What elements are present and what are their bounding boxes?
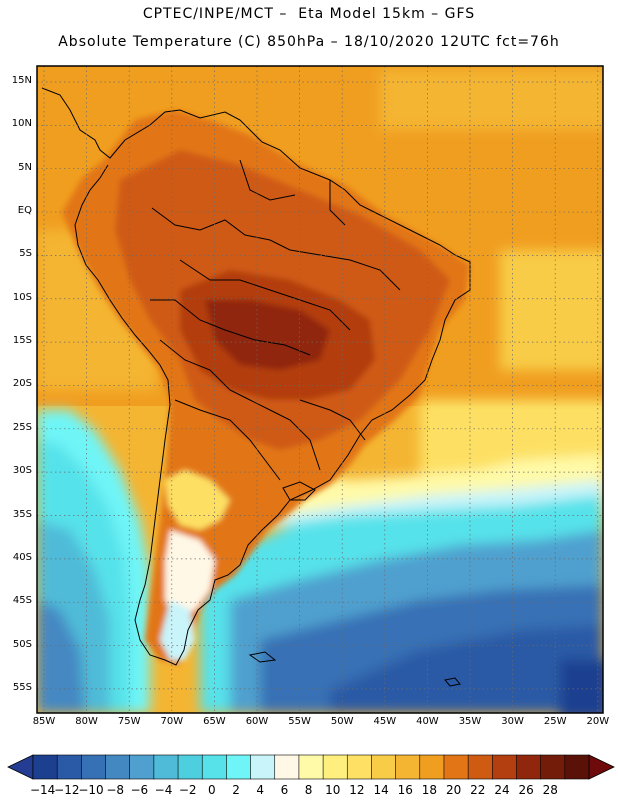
colorbar-swatch <box>153 754 179 780</box>
colorbar-label: −14 <box>29 783 56 797</box>
colorbar-label: 24 <box>494 783 510 797</box>
colorbar-swatch <box>177 754 203 780</box>
lon-label: 40W <box>416 716 439 727</box>
colorbar-swatch <box>564 754 590 780</box>
colorbar-label: 4 <box>256 783 265 797</box>
lat-label: 25S <box>12 421 32 433</box>
colorbar-label: 0 <box>208 783 216 797</box>
colorbar-label: 14 <box>373 783 389 797</box>
lon-label: 25W <box>543 716 567 727</box>
colorbar-label: −6 <box>130 783 149 797</box>
colorbar-label: −12 <box>54 783 80 797</box>
colorbar-label: 18 <box>421 783 438 797</box>
colorbar-label: 20 <box>445 783 462 797</box>
colorbar-label: 16 <box>397 783 413 797</box>
colorbar-label: −10 <box>78 783 104 797</box>
colorbar-swatch <box>298 754 324 780</box>
lat-label: 15S <box>12 335 32 347</box>
colorbar-label: 8 <box>304 783 313 797</box>
lon-label: 20W <box>586 716 610 727</box>
colorbar-swatch <box>540 754 566 780</box>
colorbar-swatch <box>419 754 445 780</box>
lon-label: 85W <box>32 716 56 727</box>
colorbar-over-triangle <box>588 754 615 780</box>
colorbar <box>7 754 615 780</box>
colorbar-swatch <box>81 754 107 780</box>
lat-label: 35S <box>12 508 32 520</box>
colorbar-swatch <box>322 754 348 780</box>
lon-label: 45W <box>373 716 397 727</box>
lon-label: 70W <box>160 716 184 727</box>
colorbar-swatch <box>492 754 518 780</box>
colorbar-label: 12 <box>349 783 365 797</box>
lat-label: EQ <box>17 205 32 217</box>
colorbar-label: 28 <box>542 783 558 797</box>
lon-label: 75W <box>117 716 141 727</box>
colorbar-swatch <box>201 754 227 780</box>
title-line-2: Absolute Temperature (C) 850hPa – 18/10/… <box>58 34 560 50</box>
lat-label: 45S <box>12 595 32 607</box>
colorbar-label: −2 <box>178 783 197 797</box>
lat-label: 10S <box>12 291 32 303</box>
lon-label: 60W <box>245 716 269 727</box>
lon-label: 30W <box>501 716 524 727</box>
colorbar-swatch <box>274 754 300 780</box>
coastlines <box>41 87 471 687</box>
colorbar-label: −4 <box>154 783 173 797</box>
colorbar-swatch <box>32 754 58 780</box>
colorbar-label: 22 <box>470 783 486 797</box>
lat-label: 15N <box>11 75 32 86</box>
lat-label: 20S <box>12 378 32 390</box>
colorbar-swatch <box>516 754 542 780</box>
colorbar-swatch <box>250 754 276 780</box>
title-line-1: CPTEC/INPE/MCT – Eta Model 15km – GFS <box>142 6 476 22</box>
lat-label: 55S <box>12 681 32 693</box>
lon-label: 55W <box>288 716 311 727</box>
colorbar-swatch <box>346 754 373 780</box>
lon-label: 35W <box>458 716 482 727</box>
lat-label: 5S <box>19 248 32 260</box>
colorbar-swatch <box>56 754 82 780</box>
colorbar-label: 26 <box>518 783 534 797</box>
lat-label: 5N <box>18 161 32 173</box>
colorbar-under-triangle <box>7 754 34 780</box>
lon-label: 80W <box>75 716 98 727</box>
lat-label: 50S <box>12 638 32 650</box>
colorbar-swatch <box>395 754 421 780</box>
lat-label: 40S <box>12 551 32 563</box>
lon-label: 50W <box>330 716 354 727</box>
colorbar-swatch <box>467 754 493 780</box>
colorbar-label: 6 <box>280 783 289 797</box>
temperature-field <box>37 66 603 713</box>
colorbar-label: −8 <box>106 783 125 797</box>
lon-label: 65W <box>203 716 226 727</box>
lat-label: 10N <box>11 118 32 130</box>
colorbar-swatch <box>371 754 397 780</box>
lat-label: 30S <box>12 465 32 477</box>
map-frame <box>36 65 604 714</box>
colorbar-label: 2 <box>232 783 240 797</box>
colorbar-swatch <box>129 754 155 780</box>
colorbar-label: 10 <box>325 783 341 797</box>
colorbar-swatch <box>226 754 252 780</box>
colorbar-swatch <box>443 754 469 780</box>
colorbar-swatch <box>105 754 131 780</box>
